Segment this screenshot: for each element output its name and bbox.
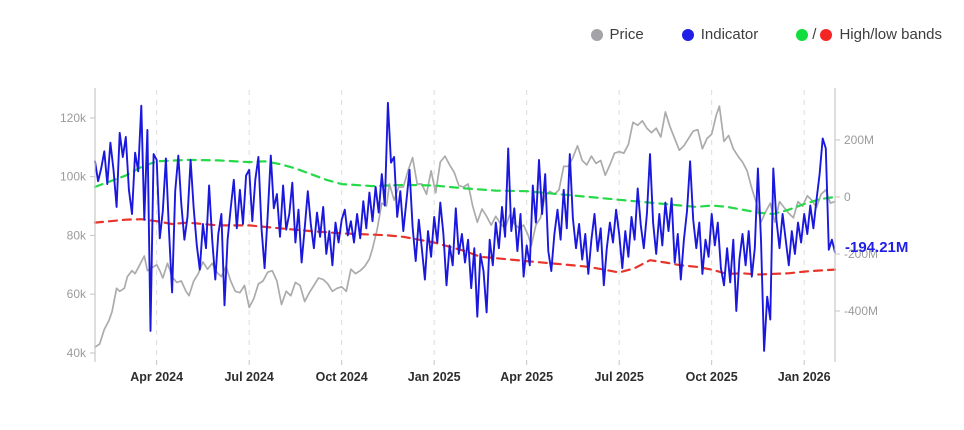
series-lines	[93, 101, 837, 352]
svg-text:Jul 2024: Jul 2024	[224, 370, 273, 384]
svg-text:-400M: -400M	[844, 304, 878, 318]
x-axis-ticks: Apr 2024 Jul 2024 Oct 2024 Jan 2025 Apr 2025…	[130, 360, 831, 384]
svg-text:Jan 2025: Jan 2025	[408, 370, 461, 384]
legend-bands-label: High/low bands	[839, 26, 942, 43]
right-axis-ticks: -400M -200M 0 200M	[835, 133, 878, 318]
legend-price-label: Price	[609, 26, 644, 43]
price-line	[94, 105, 836, 348]
high-band-dot-icon	[796, 28, 809, 41]
svg-text:Oct 2024: Oct 2024	[316, 370, 368, 384]
svg-text:Apr 2024: Apr 2024	[130, 370, 183, 384]
svg-text:60k: 60k	[67, 287, 87, 301]
indicator-line	[94, 101, 836, 352]
svg-text:Oct 2025: Oct 2025	[686, 370, 738, 384]
svg-text:200M: 200M	[844, 133, 874, 147]
chart-legend: Price Indicator / High/low bands	[590, 26, 942, 43]
svg-text:80k: 80k	[67, 228, 87, 242]
legend-indicator-label: Indicator	[700, 26, 759, 43]
bands-slash: /	[812, 26, 817, 43]
svg-text:120k: 120k	[60, 111, 87, 125]
price-dot-icon	[590, 28, 603, 41]
indicator-value-label: -194.21M	[845, 239, 908, 256]
svg-text:100k: 100k	[60, 170, 87, 184]
low-band-dot-icon	[820, 28, 833, 41]
legend-item-price[interactable]: Price	[590, 26, 644, 43]
legend-item-bands[interactable]: / High/low bands	[796, 26, 942, 43]
indicator-dot-icon	[681, 28, 694, 41]
left-axis-ticks: 40k 60k 80k 100k 120k	[60, 111, 95, 360]
svg-text:Jul 2025: Jul 2025	[594, 370, 643, 384]
svg-text:0: 0	[844, 190, 851, 204]
svg-text:Jan 2026: Jan 2026	[778, 370, 831, 384]
svg-text:40k: 40k	[67, 346, 87, 360]
svg-text:-200M: -200M	[844, 247, 878, 261]
legend-item-indicator[interactable]: Indicator	[681, 26, 759, 43]
high-band-line	[93, 158, 837, 216]
svg-text:Apr 2025: Apr 2025	[500, 370, 553, 384]
